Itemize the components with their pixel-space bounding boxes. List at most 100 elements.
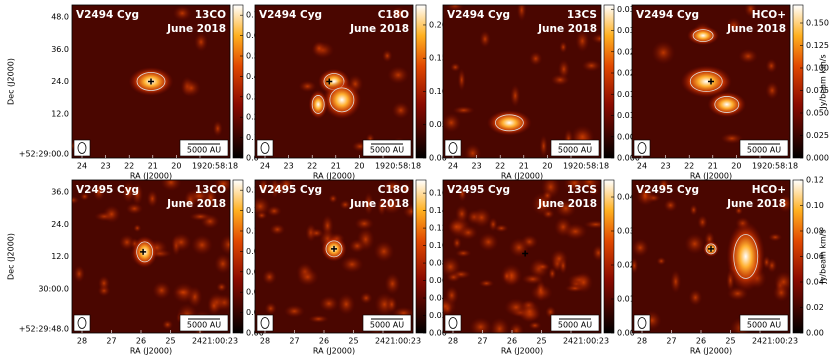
noise <box>319 295 339 312</box>
noise <box>479 30 491 48</box>
x-tick-label: 27 <box>106 337 116 346</box>
noise <box>464 143 482 158</box>
x-tick-label: 25 <box>725 337 735 346</box>
x-tick-label: 24 <box>448 162 458 171</box>
colorbar <box>232 179 244 334</box>
emission <box>680 65 732 98</box>
x-axis-label: RA (J2000) <box>501 347 543 356</box>
x-tick-label: 25 <box>348 337 358 346</box>
contour <box>311 95 325 114</box>
noise <box>348 238 366 254</box>
noise <box>382 49 393 63</box>
colorbar-tick-label: 0.035 <box>617 5 640 14</box>
noise <box>212 120 223 137</box>
x-tick-label: 26 <box>136 337 146 346</box>
noise <box>121 181 136 204</box>
noise <box>340 255 364 273</box>
colorbar-tick-label: 0.05 <box>429 120 447 129</box>
contour <box>329 87 355 113</box>
noise <box>354 217 374 231</box>
map-image <box>255 5 413 158</box>
panel-date: June 2018 <box>726 23 786 35</box>
colorbar-tick-label: 0.02 <box>806 303 824 312</box>
colorbar-tick-label: 0.1 <box>246 133 259 142</box>
colorbar-tick-label: 0.00 <box>617 329 635 338</box>
colorbar-tick-label: 0.025 <box>806 131 829 140</box>
x-tick-label: 24 <box>637 162 647 171</box>
noise <box>516 5 527 22</box>
y-tick-label: 24.0 <box>51 220 69 229</box>
colorbar-tick-label: 0.12 <box>429 224 447 233</box>
scale-label: 5000 AU <box>558 321 592 330</box>
noise <box>697 214 708 230</box>
colorbar-tick-label: 0.050 <box>806 109 829 118</box>
noise <box>518 300 541 324</box>
map-image <box>255 180 413 333</box>
panel-title: V2494 Cyg <box>636 9 699 21</box>
colorbar-tick-label: 0.10 <box>806 201 824 210</box>
emission <box>486 110 532 136</box>
noise <box>443 113 461 133</box>
noise <box>725 17 742 35</box>
colorbar-tick-label: 0.00 <box>429 329 447 338</box>
noise <box>455 249 472 258</box>
noise <box>535 262 551 272</box>
noise <box>663 198 678 212</box>
noise <box>446 5 464 12</box>
noise <box>387 65 410 85</box>
colorbar-tick-label: 0.4 <box>246 72 259 81</box>
frame <box>631 4 791 159</box>
noise <box>256 211 268 220</box>
panel-title: V2494 Cyg <box>76 9 139 21</box>
x-tick-label: 28 <box>77 337 87 346</box>
x-tick-label: 28 <box>637 337 647 346</box>
frame <box>442 4 602 159</box>
noise <box>213 180 230 193</box>
colorbar <box>232 4 244 159</box>
x-tick-label: 27 <box>477 337 487 346</box>
colorbar-tick-label: 0.06 <box>806 252 824 261</box>
contour <box>714 96 740 113</box>
panel-molecule: HCO+ <box>752 184 786 196</box>
noise <box>187 188 211 205</box>
x-tick-label: 21 <box>148 162 158 171</box>
x-tick-label: 28 <box>260 337 270 346</box>
x-axis-label: RA (J2000) <box>313 347 355 356</box>
noise <box>72 195 80 205</box>
colorbar-tick-label: 0.00 <box>806 329 824 338</box>
panel-date: June 2018 <box>166 23 226 35</box>
noise <box>508 237 530 258</box>
panel-molecule: C18O <box>378 184 409 196</box>
noise <box>444 285 459 305</box>
noise <box>174 287 192 298</box>
noise <box>271 181 288 196</box>
colorbar-tick-label: 0.075 <box>806 86 829 95</box>
colorbar-tick-label: 0.02 <box>429 311 447 320</box>
colorbar-tick-label: 0.10 <box>429 241 447 250</box>
contour <box>136 72 166 91</box>
beam <box>260 142 270 154</box>
y-axis-label: Dec (J2000) <box>7 233 16 280</box>
noise <box>720 132 744 145</box>
noise <box>765 81 779 100</box>
noise <box>98 275 110 291</box>
y-tick-label: 36.0 <box>51 45 69 54</box>
x-axis-label: RA (J2000) <box>690 172 732 181</box>
frame <box>442 179 602 334</box>
scale-label: 5000 AU <box>187 321 221 330</box>
noise <box>658 180 670 194</box>
noise <box>452 105 475 115</box>
noise <box>478 232 499 252</box>
noise <box>559 41 568 54</box>
colorbar-tick-label: 0.150 <box>806 19 829 28</box>
x-tick-label: 22 <box>495 162 505 171</box>
noise <box>744 5 758 18</box>
x-tick-label: 26 <box>319 337 329 346</box>
colorbar-tick-label: 0.010 <box>617 111 640 120</box>
noise <box>386 295 398 313</box>
noise <box>521 273 544 285</box>
x-tick-label: 2421:00:23 <box>375 337 421 346</box>
noise <box>359 292 373 305</box>
scale-label: 5000 AU <box>747 146 781 155</box>
panel-molecule: 13CO <box>195 9 226 21</box>
